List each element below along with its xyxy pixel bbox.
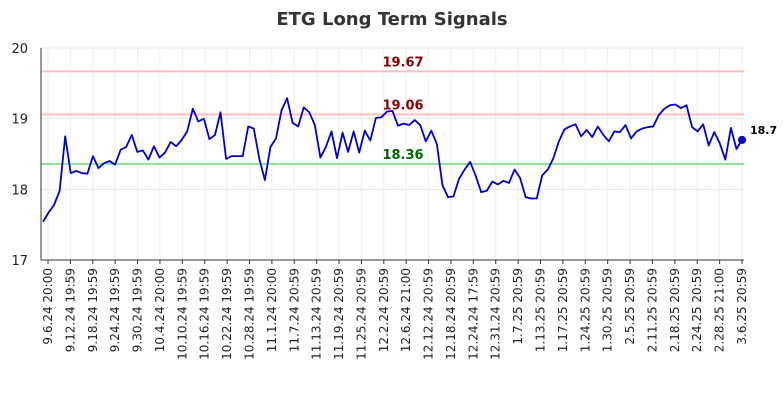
x-tick-label: 10.4.24 20:00	[153, 268, 167, 352]
x-tick-label: 9.24.24 19:59	[108, 268, 122, 352]
x-tick-label: 1.13.25 20:59	[534, 268, 548, 352]
grid	[41, 47, 744, 261]
y-tick-label: 17	[11, 254, 28, 269]
x-tick-label: 11.13.24 20:59	[310, 268, 324, 360]
axes	[40, 48, 744, 264]
chart-title: ETG Long Term Signals	[276, 9, 507, 30]
x-tick-label: 11.25.24 20:59	[354, 268, 368, 360]
x-tick-label: 12.12.24 20:59	[422, 268, 436, 360]
x-tick-label: 11.1.24 20:00	[265, 268, 279, 352]
y-tick-label: 20	[11, 42, 28, 57]
x-tick-label: 1.17.25 20:59	[556, 268, 570, 352]
x-tick-label: 10.10.24 19:59	[175, 268, 189, 360]
x-tick-label: 2.18.25 20:59	[668, 268, 682, 352]
x-tick-label: 11.7.24 20:59	[287, 268, 301, 352]
x-tick-label: 10.28.24 19:59	[242, 268, 256, 360]
x-tick-label: 3.6.25 20:59	[735, 268, 749, 345]
x-tick-label: 12.2.24 20:59	[377, 268, 391, 352]
x-tick-label: 2.5.25 20:59	[623, 268, 637, 345]
reference-line-label: 19.67	[382, 55, 423, 70]
x-tick-label: 10.22.24 19:59	[220, 268, 234, 360]
x-tick-label: 1.30.25 20:59	[601, 268, 615, 352]
x-tick-label: 2.24.25 20:59	[690, 268, 704, 352]
last-point-marker	[738, 135, 746, 144]
x-tick-label: 2.28.25 21:00	[713, 268, 727, 352]
x-tick-label: 12.18.24 20:59	[444, 268, 458, 360]
x-tick-label: 9.30.24 19:59	[131, 268, 145, 352]
last-value-label: 18.7	[750, 124, 777, 137]
reference-line-label: 19.06	[382, 98, 423, 113]
labels: 17 18 19 20 9.6.24 20:00 9.12.24 19:59 9.18.24…	[11, 42, 777, 360]
x-tick-label: 9.18.24 19:59	[86, 268, 100, 352]
x-tick-label: 12.24.24 17:59	[466, 268, 480, 360]
x-tick-label: 9.6.24 20:00	[41, 268, 55, 345]
x-tick-label: 1.7.25 20:59	[511, 268, 525, 345]
x-tick-label: 12.31.24 20:59	[489, 268, 503, 360]
x-tick-label: 2.11.25 20:59	[645, 268, 659, 352]
reference-lines	[41, 70, 744, 165]
x-tick-label: 10.16.24 19:59	[198, 268, 212, 360]
x-tick-label: 9.12.24 19:59	[63, 268, 77, 352]
y-tick-label: 18	[11, 183, 28, 198]
x-tick-label: 1.24.25 20:59	[578, 268, 592, 352]
x-tick-label: 12.6.24 21:00	[399, 268, 413, 352]
series-line	[42, 97, 743, 223]
reference-line-label: 18.36	[382, 148, 423, 163]
y-tick-label: 19	[11, 113, 28, 128]
series-layer	[42, 97, 746, 223]
x-tick-label: 11.19.24 20:59	[332, 268, 346, 360]
